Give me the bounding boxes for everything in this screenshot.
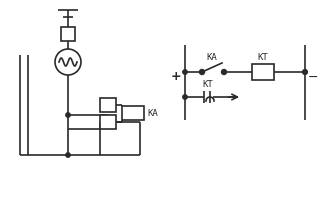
Circle shape (66, 153, 70, 157)
Text: KT: KT (202, 80, 213, 89)
Circle shape (303, 70, 307, 74)
Circle shape (183, 70, 187, 74)
Text: +: + (171, 71, 181, 84)
Text: KT: KT (258, 53, 268, 62)
Text: KA: KA (147, 109, 158, 118)
Circle shape (222, 70, 226, 75)
Text: −: − (308, 71, 318, 84)
Bar (252, 64, 274, 80)
Circle shape (183, 95, 187, 99)
Bar (100, 98, 116, 112)
Circle shape (55, 49, 81, 75)
Text: KA: KA (206, 53, 217, 62)
Circle shape (66, 113, 70, 117)
Circle shape (200, 70, 204, 75)
Bar (100, 115, 116, 129)
Bar (122, 106, 144, 120)
Bar (61, 27, 75, 41)
Circle shape (303, 70, 307, 74)
